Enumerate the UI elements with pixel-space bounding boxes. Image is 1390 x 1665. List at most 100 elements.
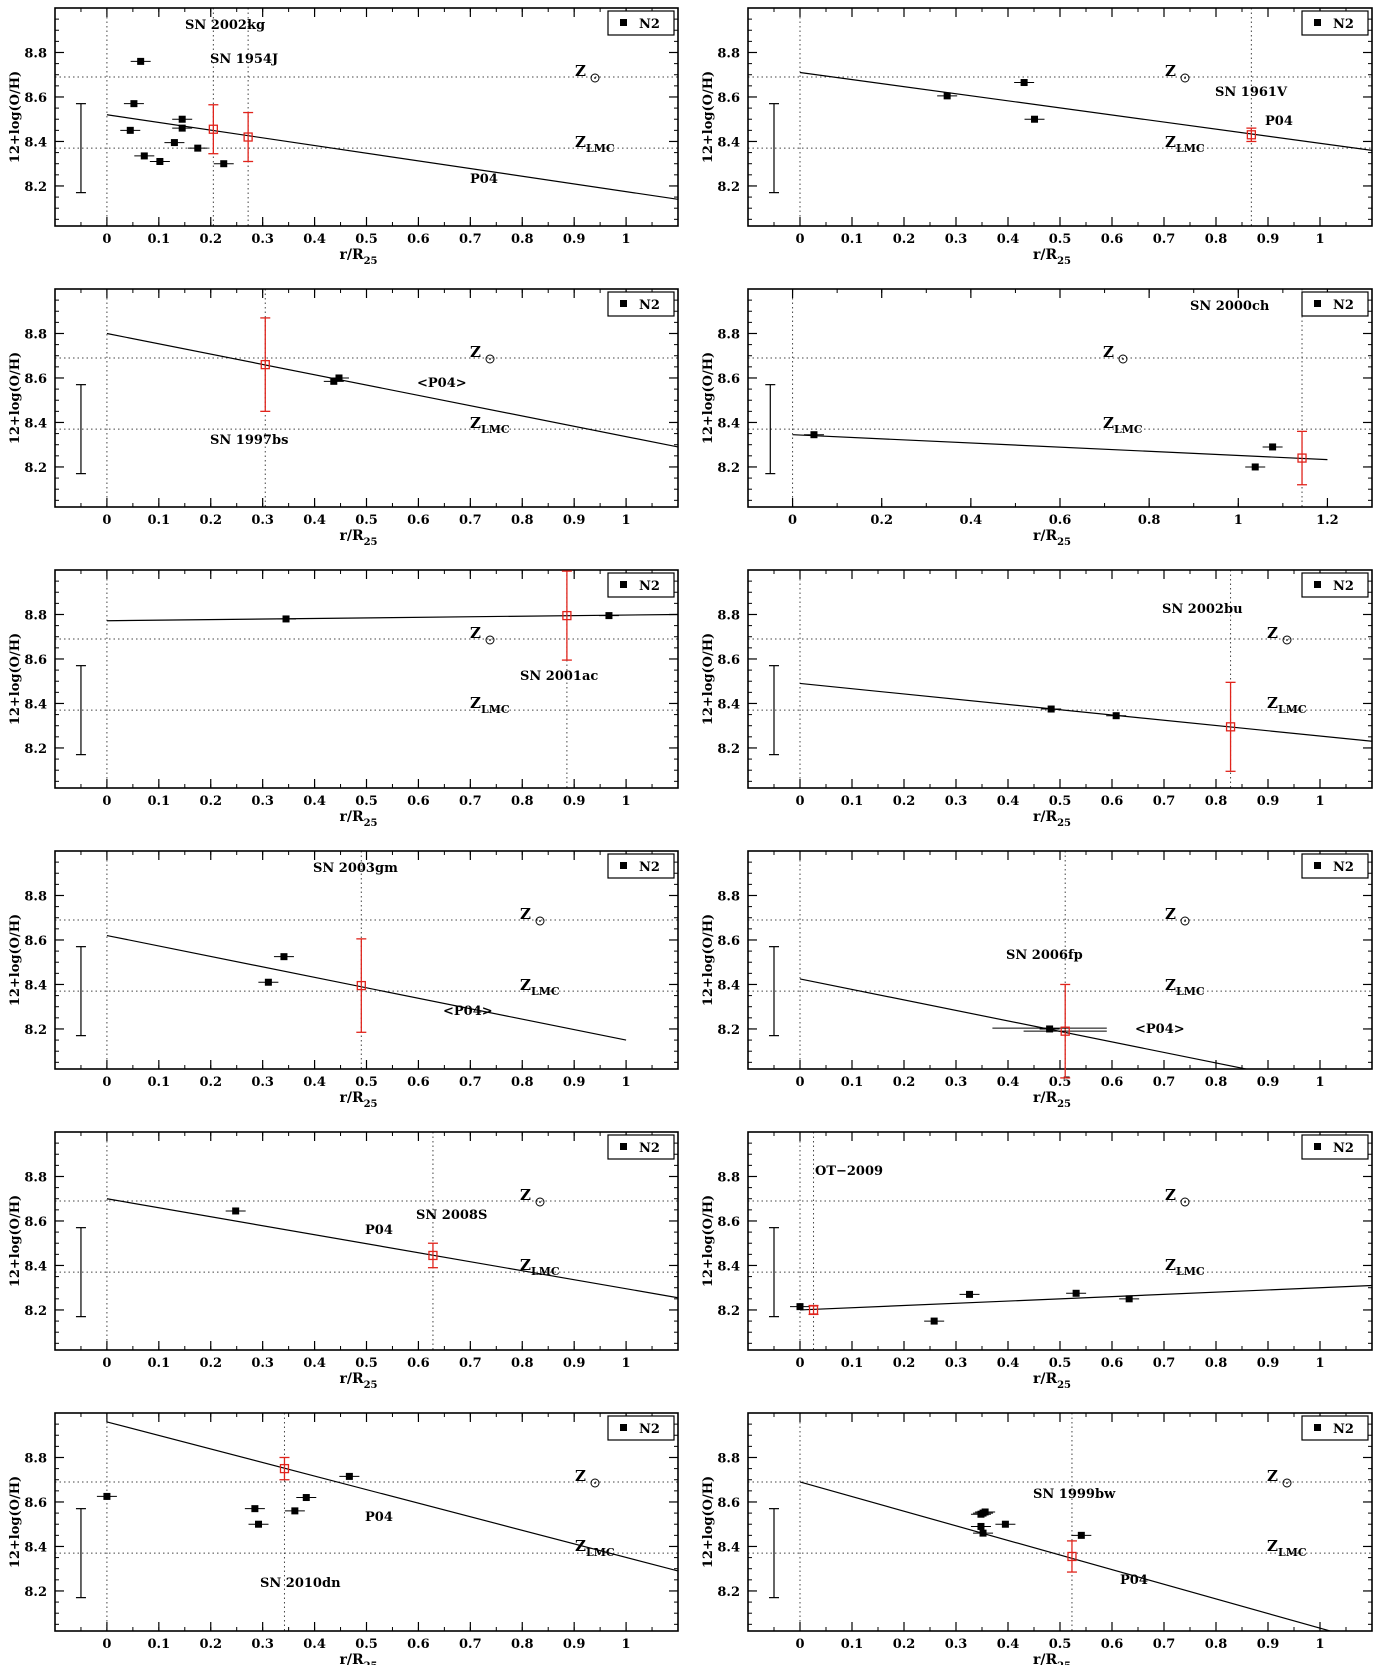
x-tick-label: 1 xyxy=(622,232,631,247)
y-tick-label: 8.8 xyxy=(24,1451,47,1466)
x-tick-label: 0.6 xyxy=(407,1637,430,1652)
y-tick-label: 8.6 xyxy=(24,91,47,106)
x-axis-label: r/R25 xyxy=(339,528,377,548)
x-tick-label: 0.7 xyxy=(459,794,482,809)
legend-marker xyxy=(1314,1143,1321,1150)
legend-marker xyxy=(1314,581,1321,588)
y-tick-label: 8.6 xyxy=(24,934,47,949)
zlmc-label: ZLMC xyxy=(520,976,560,998)
x-tick-label: 0.3 xyxy=(251,513,274,528)
x-tick-label: 0.2 xyxy=(893,1075,916,1090)
n2-data-point xyxy=(810,431,818,439)
chart-panel-7: 0 0.1 0.2 0.3 0.4 0.5 0.6 0.7 0.8 0.9 1 8.2 8.4 8.6 8.… xyxy=(8,850,679,1110)
n2-data-point xyxy=(1112,712,1120,720)
n2-data-point xyxy=(1269,443,1277,451)
x-tick-label: 1 xyxy=(1315,794,1324,809)
n2-data-point xyxy=(335,374,343,382)
legend-box xyxy=(1301,572,1369,598)
p04-annotation: <P04> xyxy=(443,1004,493,1019)
sn-marker xyxy=(260,359,270,370)
y-tick-label: 8.8 xyxy=(717,1451,740,1466)
x-tick-label: 0.3 xyxy=(251,794,274,809)
y-tick-label: 8.6 xyxy=(717,1215,740,1230)
x-tick-label: 0.1 xyxy=(148,794,171,809)
x-tick-label: 0.6 xyxy=(1101,794,1124,809)
x-tick-label: 0.4 xyxy=(997,232,1020,247)
x-tick-label: 0.2 xyxy=(893,232,916,247)
x-tick-label: 0.1 xyxy=(841,232,864,247)
sn-marker xyxy=(808,1305,819,1315)
n2-data-point xyxy=(140,152,148,160)
x-tick-label: 0.5 xyxy=(1049,1356,1072,1371)
plot-frame xyxy=(747,1412,1373,1632)
x-tick-label: 1 xyxy=(622,1637,631,1652)
chart-panel-11: 0 0.1 0.2 0.3 0.4 0.5 0.6 0.7 0.8 0.9 1 8.2 8.4 8.6 8.… xyxy=(8,1412,679,1665)
x-axis-label: r/R25 xyxy=(339,1090,377,1110)
x-tick-label: 0.2 xyxy=(199,1075,222,1090)
x-tick-label: 0.7 xyxy=(459,513,482,528)
gradient-fit-line xyxy=(106,613,678,622)
sn-label: SN 2010dn xyxy=(260,1576,341,1591)
y-tick-label: 8.8 xyxy=(24,889,47,904)
sn-marker xyxy=(562,610,572,621)
x-tick-label: 0.4 xyxy=(997,794,1020,809)
y-axis-label: 12+log(O/H) xyxy=(701,633,716,725)
y-axis-label: 12+log(O/H) xyxy=(8,1476,23,1568)
n2-data-point xyxy=(178,124,186,132)
n2-data-point xyxy=(1077,1531,1085,1539)
x-tick-label: 0.3 xyxy=(251,1356,274,1371)
x-axis-label: r/R25 xyxy=(339,809,377,829)
legend-marker xyxy=(1314,300,1321,307)
x-tick-label: 0.7 xyxy=(459,1356,482,1371)
x-tick-label: 0.9 xyxy=(563,1356,586,1371)
legend-marker xyxy=(620,1143,627,1150)
x-tick-label: 0.4 xyxy=(997,1075,1020,1090)
legend-label: N2 xyxy=(639,860,660,875)
chart-panel-8: 0 0.1 0.2 0.3 0.4 0.5 0.6 0.7 0.8 0.9 1 8.2 8.4 8.6 8.… xyxy=(701,850,1373,1110)
x-tick-label: 0.6 xyxy=(1101,232,1124,247)
x-tick-label: 0.4 xyxy=(303,1637,326,1652)
x-tick-label: 0.3 xyxy=(945,794,968,809)
y-tick-label: 8.8 xyxy=(717,46,740,61)
legend-box xyxy=(607,572,675,598)
n2-data-point xyxy=(126,126,134,134)
x-tick-label: 1 xyxy=(622,794,631,809)
y-tick-label: 8.4 xyxy=(717,135,740,150)
n2-data-point xyxy=(1020,79,1028,87)
zlmc-label: ZLMC xyxy=(1267,1537,1307,1559)
x-tick-label: 0.6 xyxy=(1101,1637,1124,1652)
y-tick-label: 8.8 xyxy=(24,1170,47,1185)
x-tick-label: 0.6 xyxy=(1101,1356,1124,1371)
y-tick-label: 8.6 xyxy=(24,653,47,668)
zsun-label: Z xyxy=(520,905,531,923)
n2-data-point xyxy=(137,57,145,65)
x-tick-label: 0.4 xyxy=(303,1356,326,1371)
plot-frame xyxy=(54,850,679,1070)
x-tick-label: 0.6 xyxy=(407,513,430,528)
n2-data-point xyxy=(796,1303,804,1311)
x-tick-label: 0.8 xyxy=(511,794,534,809)
legend-label: N2 xyxy=(639,1422,660,1437)
y-tick-label: 8.6 xyxy=(717,1496,740,1511)
sun-symbol-icon xyxy=(1282,635,1292,645)
x-tick-label: 1 xyxy=(622,1356,631,1371)
sun-symbol-icon xyxy=(535,916,545,926)
n2-data-point xyxy=(1031,115,1039,123)
gradient-fit-line xyxy=(106,1421,678,1572)
n2-data-point xyxy=(194,144,202,152)
x-axis-label: r/R25 xyxy=(339,1652,377,1665)
x-tick-label: 0.8 xyxy=(511,232,534,247)
legend-marker xyxy=(620,300,627,307)
x-tick-label: 0.8 xyxy=(511,1637,534,1652)
x-tick-label: 0.8 xyxy=(511,1356,534,1371)
zlmc-label: ZLMC xyxy=(1103,414,1143,436)
legend-label: N2 xyxy=(1333,860,1354,875)
sn-label: SN 1997bs xyxy=(210,433,288,448)
y-tick-label: 8.2 xyxy=(24,461,47,476)
zlmc-label: ZLMC xyxy=(1165,133,1205,155)
gradient-fit-line xyxy=(106,1198,678,1299)
sun-symbol-icon xyxy=(535,1197,545,1207)
x-tick-label: 0.8 xyxy=(1138,513,1161,528)
x-tick-label: 0.7 xyxy=(1153,794,1176,809)
zlmc-label: ZLMC xyxy=(575,1537,615,1559)
